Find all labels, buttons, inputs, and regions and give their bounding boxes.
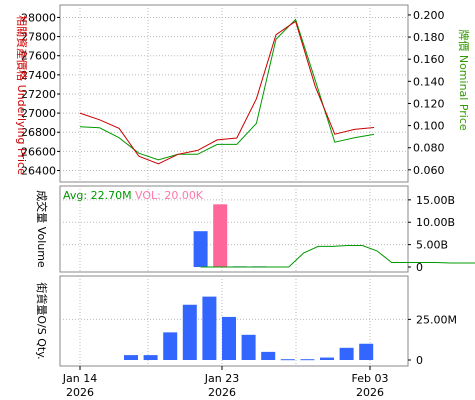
- outstanding-tick-label-1: 25.00M: [416, 313, 457, 326]
- price-panel: 26400 26600 26800 27000 27200 27400 27600 27800…: [15, 4, 471, 183]
- volume-axis-label: 成交量 Volume: [35, 190, 49, 268]
- price-left-axis-ticks: 26400 26600 26800 27000 27200 27400 27600 27800…: [21, 11, 60, 178]
- left-tick-label-27000: 27000: [21, 107, 56, 120]
- x-tick-date-0: Jan 14: [62, 372, 97, 385]
- right-tick-label-0.160: 0.160: [413, 53, 445, 66]
- right-tick-label-0.180: 0.180: [413, 31, 445, 44]
- price-grid: [60, 5, 408, 182]
- x-tick-date-2: Feb 03: [352, 372, 389, 385]
- outstanding-axis-ticks: 0 25.00M: [408, 313, 457, 367]
- outstanding-bar-12: [320, 357, 334, 360]
- right-tick-label-0.200: 0.200: [413, 9, 445, 22]
- outstanding-bars: [124, 296, 374, 361]
- outstanding-bar-13: [339, 347, 354, 360]
- x-tick-date-1: Jan 23: [204, 372, 239, 385]
- outstanding-bar-14: [359, 343, 374, 360]
- outstanding-bar-3: [143, 355, 158, 360]
- outstanding-bar-7: [222, 316, 236, 360]
- volume-vol-legend: VOL: 20.00K: [135, 189, 204, 202]
- left-tick-label-26400: 26400: [21, 165, 56, 178]
- outstanding-bar-5: [182, 304, 197, 360]
- outstanding-panel: 0 25.00M 街貨量O/S Qty.: [35, 275, 457, 367]
- outstanding-bar-4: [163, 332, 178, 360]
- underlying-axis-label: 相關資產價格 Underlying Price: [15, 15, 29, 175]
- volume-panel: 0 5.00B 10.00B 15.00B Avg: 22.70M VOL: 20.0…: [35, 185, 475, 274]
- volume-tick-label-3: 15.00B: [416, 194, 455, 207]
- left-tick-label-27400: 27400: [21, 69, 56, 82]
- left-tick-label-26800: 26800: [21, 126, 56, 139]
- outstanding-bar-6: [202, 296, 217, 360]
- left-tick-label-27800: 27800: [21, 31, 56, 44]
- outstanding-bar-8: [241, 334, 256, 360]
- nominal-axis-label: 牌價 Nominal Price: [457, 29, 471, 131]
- outstanding-bar-11: [300, 359, 315, 361]
- price-right-axis-ticks: 0.060 0.080 0.100 0.120 0.140 0.160 0.180 0.200: [408, 9, 445, 177]
- right-tick-label-0.100: 0.100: [413, 120, 445, 133]
- right-tick-label-0.060: 0.060: [413, 164, 445, 177]
- x-tick-year-0: 2026: [66, 386, 94, 399]
- right-tick-label-0.140: 0.140: [413, 75, 445, 88]
- right-tick-label-0.080: 0.080: [413, 142, 445, 155]
- left-tick-label-27600: 27600: [21, 50, 56, 63]
- outstanding-bar-2: [124, 355, 138, 360]
- volume-bars: [193, 204, 267, 268]
- x-tick-year-1: 2026: [208, 386, 236, 399]
- volume-average-line: [200, 245, 475, 268]
- left-tick-label-26600: 26600: [21, 145, 56, 158]
- outstanding-bar-9: [261, 351, 276, 360]
- left-tick-label-28000: 28000: [21, 11, 56, 24]
- outstanding-tick-label-0: 0: [416, 354, 423, 367]
- outstanding-bar-10: [280, 359, 295, 361]
- volume-bar-1: [213, 204, 228, 267]
- right-tick-label-0.120: 0.120: [413, 97, 445, 110]
- volume-bar-0: [193, 231, 208, 267]
- left-tick-label-27200: 27200: [21, 88, 56, 101]
- volume-tick-label-0: 0: [416, 261, 423, 274]
- underlying-price-line: [79, 20, 375, 165]
- volume-axis-ticks: 0 5.00B 10.00B 15.00B: [408, 194, 455, 274]
- volume-avg-legend: Avg: 22.70M: [63, 189, 132, 202]
- volume-tick-label-1: 5.00B: [416, 239, 448, 252]
- x-tick-year-2: 2026: [356, 386, 384, 399]
- outstanding-axis-label: 街貨量O/S Qty.: [35, 282, 49, 359]
- volume-tick-label-2: 10.00B: [416, 216, 455, 229]
